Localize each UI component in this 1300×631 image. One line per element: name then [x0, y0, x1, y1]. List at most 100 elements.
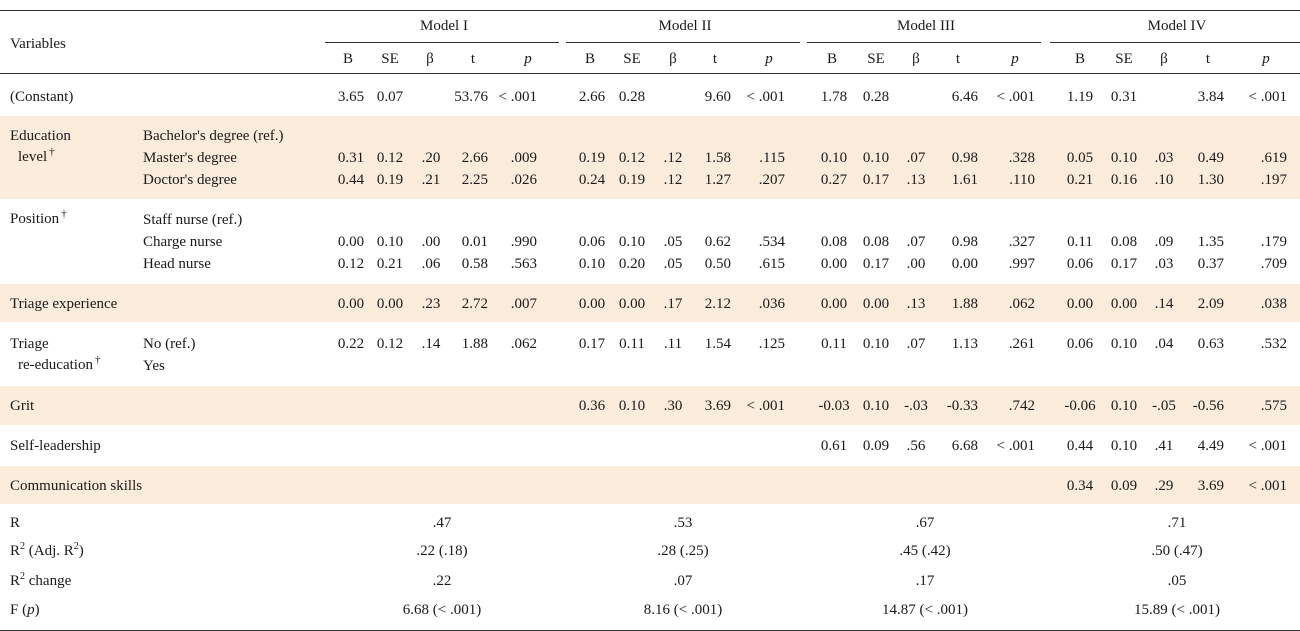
cell-charge-nurse-m1-se: 0.10 — [376, 234, 404, 250]
sub-label-position-2: Head nurse — [143, 256, 211, 272]
summary-value-0-m4: .71 — [1167, 515, 1187, 531]
cell-head-nurse-m2-b: 0.10 — [578, 256, 606, 272]
model-header-4: Model IV — [1147, 18, 1207, 34]
cell-constant-m2-t: 9.60 — [704, 89, 731, 105]
cell-self-leadership-m4-b: 0.44 — [1066, 438, 1094, 454]
cell-masters-m1-p: .009 — [510, 150, 537, 166]
cell-masters-m1-beta: .20 — [421, 150, 441, 166]
cell-re-education-m1-beta: .14 — [421, 336, 441, 352]
cell-doctors-m1-p: .026 — [510, 172, 537, 188]
cell-triage-experience-m3-beta: .13 — [906, 296, 926, 312]
cell-self-leadership-m3-p: < .001 — [996, 438, 1035, 454]
cell-triage-experience-m1-t: 2.72 — [461, 296, 488, 312]
col-header-se-m4: SE — [1115, 51, 1133, 67]
cell-charge-nurse-m1-b: 0.00 — [337, 234, 365, 250]
cell-re-education-m2-beta: .11 — [663, 336, 683, 352]
cell-masters-m4-p: .619 — [1260, 150, 1287, 166]
cell-masters-m2-beta: .12 — [663, 150, 683, 166]
cell-grit-m3-beta: -.03 — [904, 398, 928, 414]
row-label-position: Position † — [10, 208, 67, 227]
col-header-se-m3: SE — [867, 51, 885, 67]
model-header-2: Model II — [658, 18, 712, 34]
cell-triage-experience-m1-b: 0.00 — [337, 296, 365, 312]
cell-re-education-m2-t: 1.54 — [704, 336, 731, 352]
cell-head-nurse-m2-beta: .05 — [663, 256, 683, 272]
cell-doctors-m1-b: 0.44 — [337, 172, 365, 188]
cell-doctors-m2-b: 0.24 — [578, 172, 606, 188]
summary-label-r2: R2 (Adj. R2) — [10, 541, 84, 560]
cell-head-nurse-m3-beta: .00 — [906, 256, 926, 272]
col-header-se-m1: SE — [381, 51, 399, 67]
cell-doctors-m4-t: 1.30 — [1197, 172, 1224, 188]
cell-re-education-m1-b: 0.22 — [337, 336, 365, 352]
cell-re-education-m1-t: 1.88 — [461, 336, 488, 352]
cell-re-education-m3-p: .261 — [1008, 336, 1035, 352]
cell-self-leadership-m3-b: 0.61 — [820, 438, 848, 454]
cell-head-nurse-m3-se: 0.17 — [862, 256, 890, 272]
cell-re-education-m3-beta: .07 — [906, 336, 926, 352]
cell-charge-nurse-m1-beta: .00 — [421, 234, 441, 250]
cell-masters-m2-p: .115 — [759, 150, 785, 166]
cell-triage-experience-m3-b: 0.00 — [820, 296, 848, 312]
cell-charge-nurse-m4-se: 0.08 — [1110, 234, 1138, 250]
row-label-education-level: level † — [18, 146, 55, 165]
cell-head-nurse-m2-p: .615 — [758, 256, 785, 272]
cell-doctors-m1-t: 2.25 — [461, 172, 488, 188]
cell-charge-nurse-m3-beta: .07 — [906, 234, 926, 250]
cell-charge-nurse-m3-b: 0.08 — [820, 234, 848, 250]
summary-label-r: R — [10, 515, 21, 531]
cell-communication-skills-m4-beta: .29 — [1154, 478, 1174, 494]
cell-grit-m3-se: 0.10 — [862, 398, 890, 414]
cell-head-nurse-m4-t: 0.37 — [1197, 256, 1224, 272]
col-header-beta-m3: β — [912, 51, 920, 67]
cell-doctors-m3-b: 0.27 — [820, 172, 848, 188]
col-header-t-m4: t — [1205, 51, 1211, 67]
cell-doctors-m2-beta: .12 — [663, 172, 683, 188]
sub-label-position-1: Charge nurse — [143, 234, 223, 250]
dagger-mark: † — [94, 354, 101, 366]
cell-masters-m4-beta: .03 — [1154, 150, 1174, 166]
band-triage-experience — [0, 284, 1300, 322]
sub-label-position-0: Staff nurse (ref.) — [143, 212, 243, 228]
cell-constant-m4-se: 0.31 — [1110, 89, 1138, 105]
cell-grit-m3-b: -0.03 — [818, 398, 850, 414]
sub-label-reeducation-0: No (ref.) — [143, 336, 196, 352]
cell-triage-experience-m3-se: 0.00 — [862, 296, 890, 312]
cell-self-leadership-m4-p: < .001 — [1248, 438, 1287, 454]
cell-doctors-m3-t: 1.61 — [951, 172, 978, 188]
summary-label-f: F (p) — [10, 602, 40, 618]
cell-triage-experience-m2-b: 0.00 — [578, 296, 606, 312]
cell-doctors-m3-beta: .13 — [906, 172, 926, 188]
cell-head-nurse-m1-p: .563 — [510, 256, 537, 272]
sub-label-education-0: Bachelor's degree (ref.) — [143, 128, 284, 144]
cell-grit-m2-p: < .001 — [746, 398, 785, 414]
cell-communication-skills-m4-b: 0.34 — [1066, 478, 1094, 494]
cell-masters-m2-b: 0.19 — [578, 150, 606, 166]
cell-head-nurse-m4-beta: .03 — [1154, 256, 1174, 272]
cell-head-nurse-m4-se: 0.17 — [1110, 256, 1138, 272]
cell-masters-m3-p: .328 — [1008, 150, 1035, 166]
cell-triage-experience-m4-b: 0.00 — [1066, 296, 1094, 312]
variables-header: Variables — [10, 36, 66, 52]
cell-masters-m4-b: 0.05 — [1066, 150, 1094, 166]
cell-head-nurse-m1-t: 0.58 — [461, 256, 488, 272]
summary-label-r2-change: R2 change — [10, 571, 72, 590]
cell-re-education-m4-b: 0.06 — [1066, 336, 1094, 352]
summary-value-0-m2: .53 — [673, 515, 693, 531]
cell-doctors-m4-beta: .10 — [1154, 172, 1174, 188]
top-rule — [0, 10, 1300, 11]
sub-label-reeducation-1: Yes — [143, 358, 165, 374]
col-header-beta-m4: β — [1160, 51, 1168, 67]
col-header-t-m2: t — [712, 51, 718, 67]
cell-doctors-m2-p: .207 — [758, 172, 785, 188]
summary-value-2-m3: .17 — [915, 573, 935, 589]
cell-head-nurse-m1-beta: .06 — [421, 256, 441, 272]
sub-label-education-1: Master's degree — [143, 150, 237, 166]
cell-constant-m1-se: 0.07 — [376, 89, 404, 105]
cell-triage-experience-m4-se: 0.00 — [1110, 296, 1138, 312]
cell-re-education-m4-se: 0.10 — [1110, 336, 1138, 352]
cell-doctors-m4-p: .197 — [1260, 172, 1287, 188]
cell-doctors-m3-se: 0.17 — [862, 172, 890, 188]
cell-self-leadership-m4-beta: .41 — [1154, 438, 1174, 454]
